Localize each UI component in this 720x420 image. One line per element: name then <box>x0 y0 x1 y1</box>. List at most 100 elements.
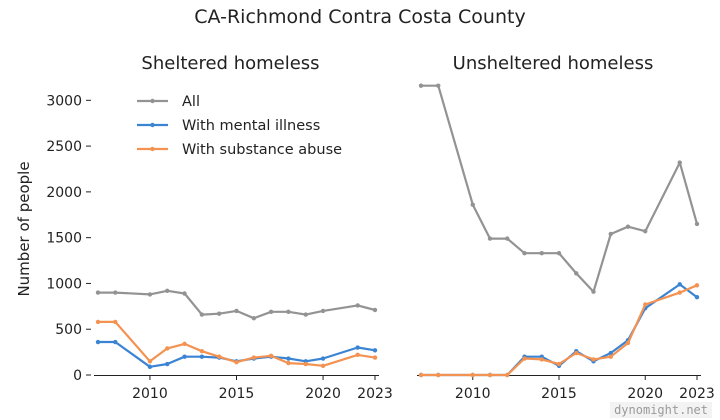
data-point <box>487 372 493 378</box>
x-tick-label: 2023 <box>357 386 393 402</box>
data-point <box>199 348 205 354</box>
data-point <box>268 353 274 358</box>
panel-title: Unsheltered homeless <box>453 53 654 74</box>
data-point <box>234 359 239 365</box>
data-point <box>694 283 700 288</box>
data-point <box>539 357 544 362</box>
data-point <box>505 236 510 241</box>
data-point <box>505 372 510 378</box>
y-tick-label: 3000 <box>46 93 82 109</box>
data-point <box>574 350 579 356</box>
data-point <box>251 355 257 360</box>
series-line-1 <box>421 84 699 293</box>
data-point <box>372 355 378 360</box>
x-tick-label: 2015 <box>219 386 255 402</box>
watermark: dynomight.net <box>610 402 712 418</box>
data-point <box>199 312 205 317</box>
legend-label: With mental illness <box>182 118 320 134</box>
data-point <box>677 282 682 287</box>
x-tick-label: 2020 <box>627 386 663 402</box>
data-point <box>677 160 682 165</box>
data-point <box>303 312 308 317</box>
y-axis-label: Number of people <box>15 161 33 296</box>
legend-label: All <box>182 94 200 110</box>
data-point <box>216 354 222 359</box>
data-point <box>487 236 493 241</box>
y-tick-label: 500 <box>55 322 82 338</box>
series-line-2 <box>421 283 698 377</box>
legend-marker <box>150 146 155 152</box>
data-point <box>113 290 118 295</box>
data-point <box>591 289 596 294</box>
data-point <box>556 361 562 367</box>
data-point <box>95 339 101 345</box>
data-point <box>95 319 101 325</box>
figure-title: CA-Richmond Contra Costa County <box>194 6 526 28</box>
y-tick-label: 1500 <box>46 231 82 247</box>
data-point <box>643 302 648 307</box>
data-point <box>320 356 326 361</box>
data-point <box>286 356 291 361</box>
data-point <box>418 372 424 378</box>
data-point <box>95 290 101 295</box>
data-point <box>522 251 527 256</box>
x-tick-label: 2010 <box>132 386 168 402</box>
data-point <box>355 303 360 308</box>
data-point <box>522 356 527 361</box>
data-point <box>147 364 153 369</box>
series-line-3 <box>421 284 698 377</box>
data-point <box>303 361 308 367</box>
x-tick-label: 2015 <box>541 386 577 402</box>
y-tick-label: 2000 <box>46 185 82 201</box>
data-point <box>234 308 239 314</box>
data-point <box>625 224 631 229</box>
data-point <box>165 288 170 293</box>
data-point <box>677 290 682 295</box>
data-point <box>182 354 187 359</box>
data-point <box>436 83 441 88</box>
panel-title: Sheltered homeless <box>141 53 319 74</box>
panel-2: Unsheltered homeless 2010 2015 2020 2023 <box>417 53 715 402</box>
data-point <box>694 294 700 300</box>
data-point <box>320 363 326 369</box>
data-point <box>608 231 613 237</box>
data-point <box>268 309 274 315</box>
data-point <box>694 221 700 227</box>
data-point <box>251 316 257 321</box>
data-point <box>165 346 170 351</box>
data-point <box>574 271 579 276</box>
data-point <box>556 251 562 256</box>
data-point <box>643 229 648 234</box>
y-tick-label: 2500 <box>46 139 82 155</box>
data-point <box>147 292 153 297</box>
data-point <box>355 352 360 358</box>
y-tick-label: 1000 <box>46 276 82 292</box>
data-point <box>286 360 291 366</box>
data-point <box>470 202 475 207</box>
y-tick-label: 0 <box>73 368 82 384</box>
data-point <box>418 83 424 88</box>
data-point <box>470 372 475 378</box>
data-point <box>608 350 613 356</box>
data-point <box>436 372 441 378</box>
data-point <box>608 354 613 359</box>
data-point <box>113 319 118 325</box>
legend-marker <box>150 98 155 104</box>
data-point <box>355 345 360 350</box>
data-point <box>372 307 378 313</box>
series-line-1 <box>98 289 376 320</box>
data-point <box>182 291 187 296</box>
panel-1: Sheltered homeless 2010 2015 2020 2023 0 500 10… <box>15 53 393 402</box>
legend-marker <box>150 122 155 128</box>
x-tick-label: 2020 <box>305 386 341 402</box>
data-point <box>591 357 596 362</box>
legend-label: With substance abuse <box>182 142 342 158</box>
data-point <box>147 359 153 364</box>
x-tick-label: 2010 <box>455 386 491 402</box>
x-tick-label: 2023 <box>679 386 715 402</box>
data-point <box>539 251 544 256</box>
data-point <box>625 340 631 346</box>
data-point <box>372 348 378 353</box>
data-point <box>182 341 187 347</box>
